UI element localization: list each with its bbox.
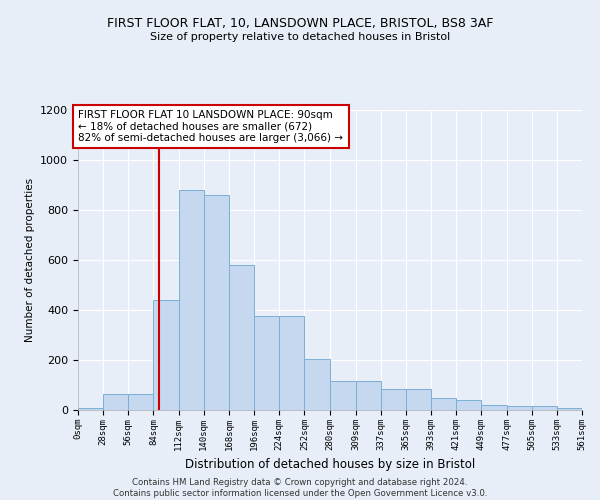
Text: Contains HM Land Registry data © Crown copyright and database right 2024.
Contai: Contains HM Land Registry data © Crown c… — [113, 478, 487, 498]
Text: FIRST FLOOR FLAT 10 LANSDOWN PLACE: 90sqm
← 18% of detached houses are smaller (: FIRST FLOOR FLAT 10 LANSDOWN PLACE: 90sq… — [79, 110, 343, 143]
Bar — [304, 359, 329, 410]
Bar — [103, 394, 128, 410]
Text: FIRST FLOOR FLAT, 10, LANSDOWN PLACE, BRISTOL, BS8 3AF: FIRST FLOOR FLAT, 10, LANSDOWN PLACE, BR… — [107, 18, 493, 30]
Bar — [557, 408, 582, 410]
Bar — [532, 406, 557, 410]
Bar — [381, 389, 406, 410]
Bar — [431, 398, 456, 410]
Y-axis label: Number of detached properties: Number of detached properties — [25, 178, 35, 342]
X-axis label: Distribution of detached houses by size in Bristol: Distribution of detached houses by size … — [185, 458, 475, 471]
Bar — [128, 394, 154, 410]
Text: Size of property relative to detached houses in Bristol: Size of property relative to detached ho… — [150, 32, 450, 42]
Bar — [204, 195, 229, 410]
Bar — [506, 406, 532, 410]
Bar — [279, 316, 304, 410]
Bar — [179, 190, 204, 410]
Bar — [481, 404, 506, 410]
Bar — [229, 265, 254, 410]
Bar — [406, 389, 431, 410]
Bar — [329, 381, 356, 410]
Bar — [356, 381, 381, 410]
Bar — [78, 408, 103, 410]
Bar — [456, 400, 481, 410]
Bar — [254, 316, 279, 410]
Bar — [154, 300, 179, 410]
